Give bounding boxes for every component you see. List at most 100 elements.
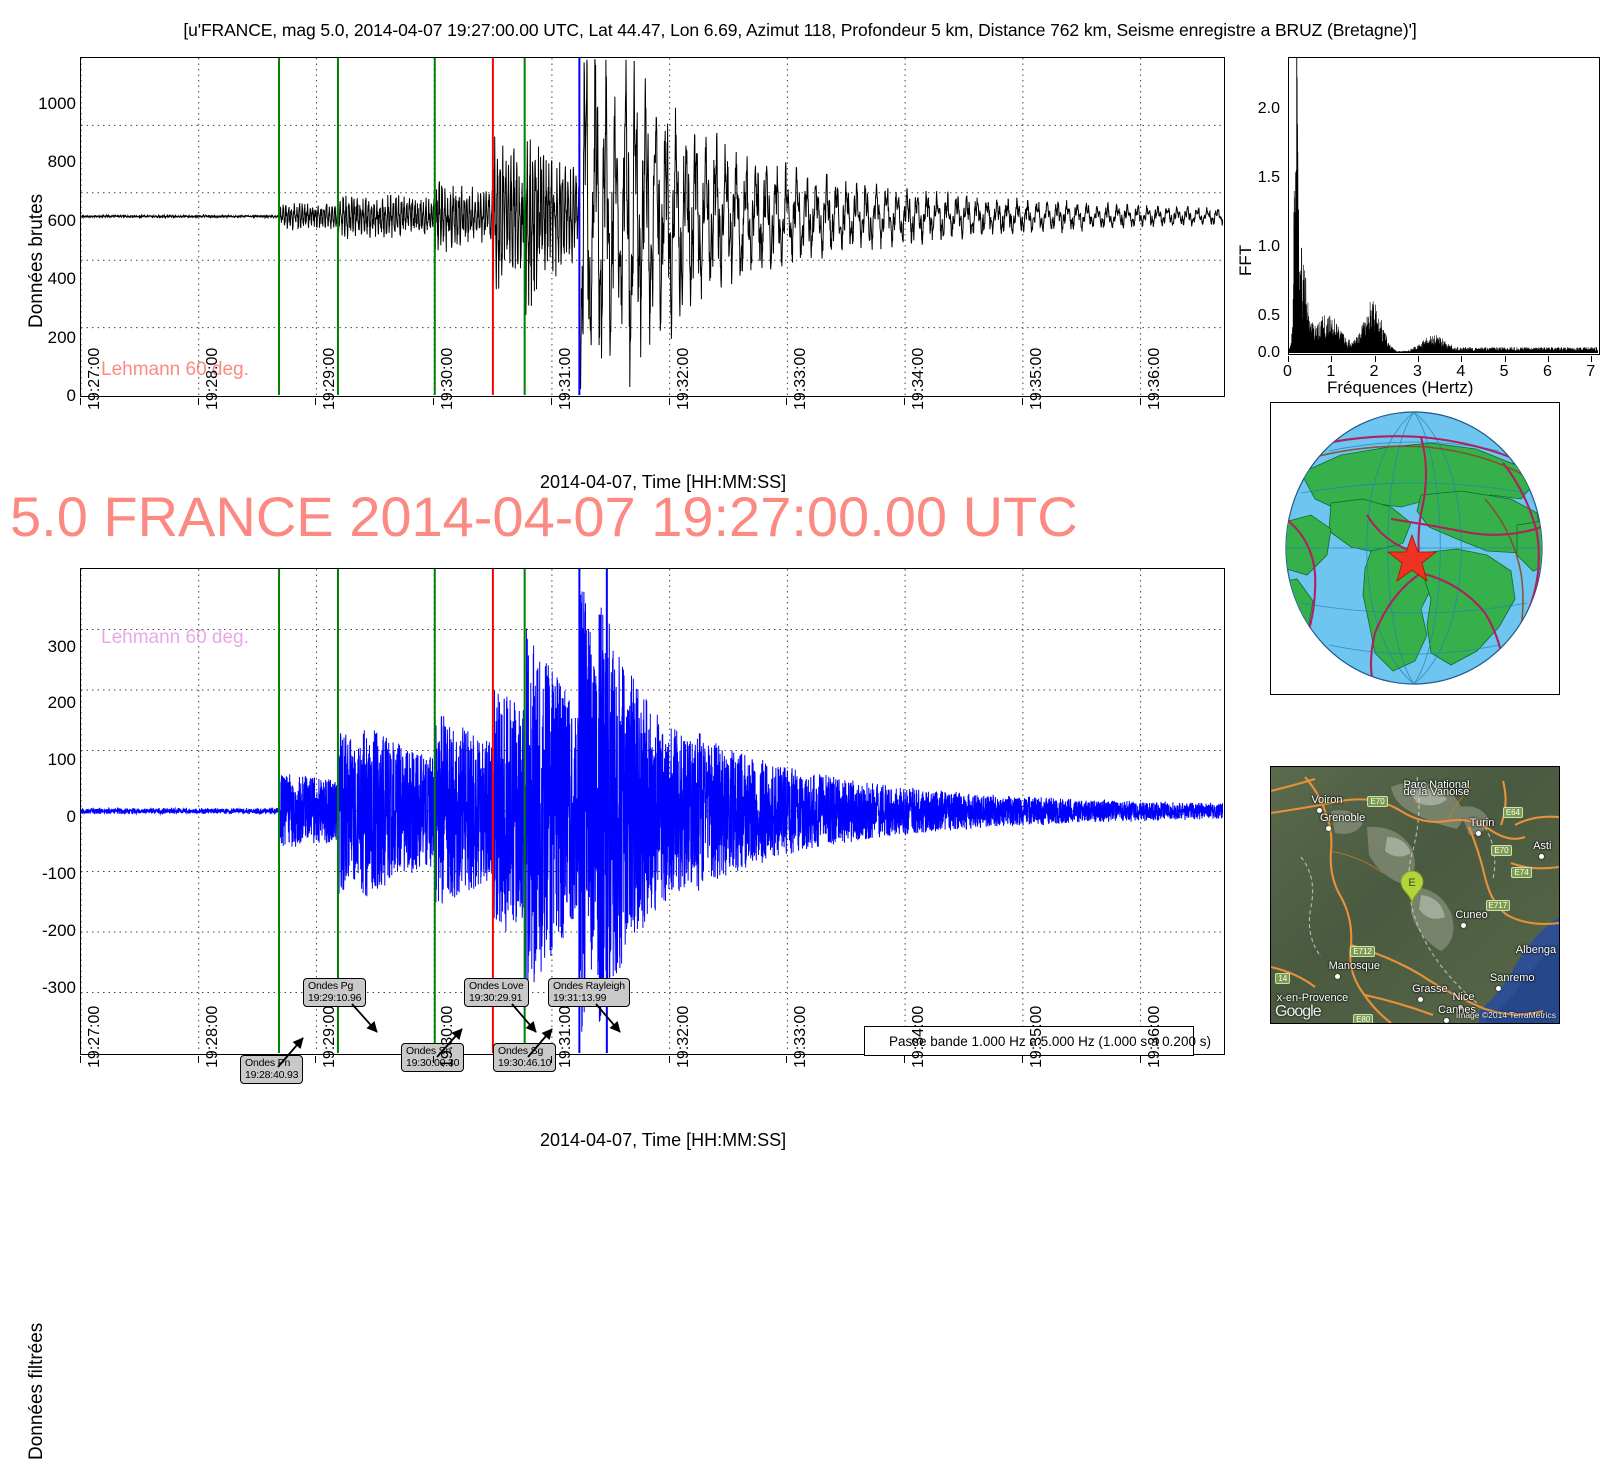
phase-callout-love: Ondes Love 19:30:29.91 xyxy=(464,978,529,1007)
epicenter-marker-label: E xyxy=(1408,877,1415,889)
map-city-dot xyxy=(1539,853,1545,859)
x-tick-mark xyxy=(668,1056,670,1063)
filtered-ytick: 0 xyxy=(66,807,76,826)
x-tick-mark xyxy=(550,398,552,405)
x-tick-mark xyxy=(1021,398,1023,405)
map-logo-text: Google xyxy=(1275,1003,1322,1020)
globe-inset xyxy=(1270,402,1560,695)
filtered-plot-area xyxy=(80,568,1225,1055)
raw-ytick: 800 xyxy=(47,152,76,171)
x-tick-mark xyxy=(433,398,435,405)
x-tick-label: 19:30:00 xyxy=(439,1005,457,1068)
x-tick-mark xyxy=(197,398,199,405)
x-tick-label: 19:31:00 xyxy=(556,1005,574,1068)
raw-lehmann-annotation: Lehmann 60 deg. xyxy=(101,359,249,380)
map-road-shield: E64 xyxy=(1502,806,1524,818)
x-tick-mark xyxy=(668,398,670,405)
map-city-dot xyxy=(1418,997,1424,1003)
fft-x-tick-mark xyxy=(1288,356,1289,362)
x-tick-label: 19:36:00 xyxy=(1145,347,1163,410)
x-tick-label: 19:33:00 xyxy=(792,347,810,410)
fft-x-tick-mark xyxy=(1418,356,1419,362)
x-tick-mark xyxy=(197,1056,199,1063)
map-city-dot xyxy=(1325,825,1331,831)
phase-name: Ondes Sn xyxy=(406,1045,452,1057)
phase-callout-pn: Ondes Pn 19:28:40.93 xyxy=(240,1055,304,1084)
x-tick-label: 19:35:00 xyxy=(1027,347,1045,410)
fft-ytick: 0.5 xyxy=(1257,307,1280,324)
phase-name: Ondes Pn xyxy=(245,1057,291,1069)
fft-plot-area xyxy=(1288,57,1600,355)
map-place-label: de la Vanoise xyxy=(1403,786,1470,799)
fft-x-tick-mark xyxy=(1504,356,1506,362)
fft-x-tick-mark xyxy=(1461,356,1463,362)
map-city-dot xyxy=(1334,974,1340,980)
map-place-label: Nice xyxy=(1452,991,1475,1003)
x-tick-label: 19:30:00 xyxy=(439,347,457,410)
filtered-data-panel: Données filtrées 300 200 100 0 -100 -200… xyxy=(0,560,1240,1460)
filtered-ytick: -300 xyxy=(41,978,76,997)
phase-time: 19:31:13.99 xyxy=(553,991,607,1004)
map-road-shield: 14 xyxy=(1275,973,1291,985)
filtered-x-axis-label: 2014-04-07, Time [HH:MM:SS] xyxy=(540,1130,787,1150)
map-place-label: x-en-Provence xyxy=(1276,992,1349,1005)
phase-callout-sg: Ondes Sg 19:30:46.10 xyxy=(493,1043,557,1072)
phase-time: 19:30:29.91 xyxy=(469,991,523,1004)
fft-x-tick-mark xyxy=(1374,356,1376,362)
phase-name: Ondes Love xyxy=(469,980,524,992)
fft-x-tick-label: 2 xyxy=(1369,363,1379,380)
raw-ytick: 200 xyxy=(47,328,76,347)
x-tick-mark xyxy=(904,1056,906,1063)
map-place-label: Cuneo xyxy=(1455,909,1488,922)
map-place-label: Parc National xyxy=(1403,778,1470,791)
x-tick-label: 19:27:00 xyxy=(86,1005,103,1068)
x-tick-mark xyxy=(80,1056,81,1063)
filtered-ytick: 200 xyxy=(47,693,76,712)
filtered-ytick: 300 xyxy=(47,637,76,656)
map-inset[interactable]: Voiron Grenoble Turin Asti Cuneo Manosque Gras… xyxy=(1270,766,1560,1024)
map-place-label: Voiron xyxy=(1311,793,1343,806)
x-tick-label: 19:28:00 xyxy=(203,1005,221,1068)
raw-waveform xyxy=(81,58,1223,395)
map-place-label: Grasse xyxy=(1412,983,1448,996)
fft-x-tick-label: 0 xyxy=(1283,363,1292,380)
phase-callout-pg: Ondes Pg 19:29:10.96 xyxy=(303,978,367,1007)
fft-x-tick-mark xyxy=(1591,356,1593,362)
x-tick-mark xyxy=(786,398,788,405)
fft-ytick: 2.0 xyxy=(1257,100,1280,117)
epicenter-marker: E xyxy=(1399,870,1425,905)
map-city-dot xyxy=(1461,923,1467,929)
fft-x-tick-label: 7 xyxy=(1586,363,1596,380)
phase-time: 19:30:46.10 xyxy=(498,1056,552,1069)
fft-ytick: 0.0 xyxy=(1257,344,1280,361)
raw-plot-area xyxy=(80,57,1225,397)
map-place-label: Sanremo xyxy=(1489,971,1535,984)
x-tick-label: 19:34:00 xyxy=(910,1005,928,1068)
map-city-dot xyxy=(1475,830,1481,836)
map-place-label: Albenga xyxy=(1515,943,1557,956)
fft-x-tick-mark xyxy=(1548,356,1549,362)
phase-callout-rayleigh: Ondes Rayleigh 19:31:13.99 xyxy=(548,978,630,1007)
phase-time: 19:30:00.30 xyxy=(406,1057,459,1070)
world-globe-icon xyxy=(1271,403,1558,693)
x-tick-label: 19:35:00 xyxy=(1027,1005,1045,1068)
x-tick-label: 19:27:00 xyxy=(86,347,103,410)
raw-data-panel: Données brutes 1000 800 600 400 200 0 Le… xyxy=(0,48,1240,492)
filtered-y-axis-label: Données filtrées xyxy=(26,1322,47,1460)
x-tick-label: 19:32:00 xyxy=(674,347,692,410)
map-pin-icon: E xyxy=(1400,870,1424,905)
x-tick-label: 19:33:00 xyxy=(792,1005,810,1068)
phase-time: 19:29:10.96 xyxy=(308,991,362,1004)
x-tick-mark xyxy=(315,398,317,405)
x-tick-label: 19:28:00 xyxy=(203,347,221,410)
map-road-shield: E712 xyxy=(1350,946,1375,958)
map-city-dot xyxy=(1317,807,1323,813)
map-city-dot xyxy=(1444,1017,1450,1023)
filtered-lehmann-annotation: Lehmann 60 deg. xyxy=(101,627,249,648)
x-tick-label: 19:32:00 xyxy=(674,1005,692,1068)
map-road-shield: E74 xyxy=(1511,866,1532,878)
map-place-label: Asti xyxy=(1533,839,1552,852)
map-road-shield: E80 xyxy=(1353,1014,1374,1023)
map-attribution-text: Image ©2014 TerraMetrics xyxy=(1455,1010,1556,1020)
filtered-ytick: -200 xyxy=(41,921,76,940)
